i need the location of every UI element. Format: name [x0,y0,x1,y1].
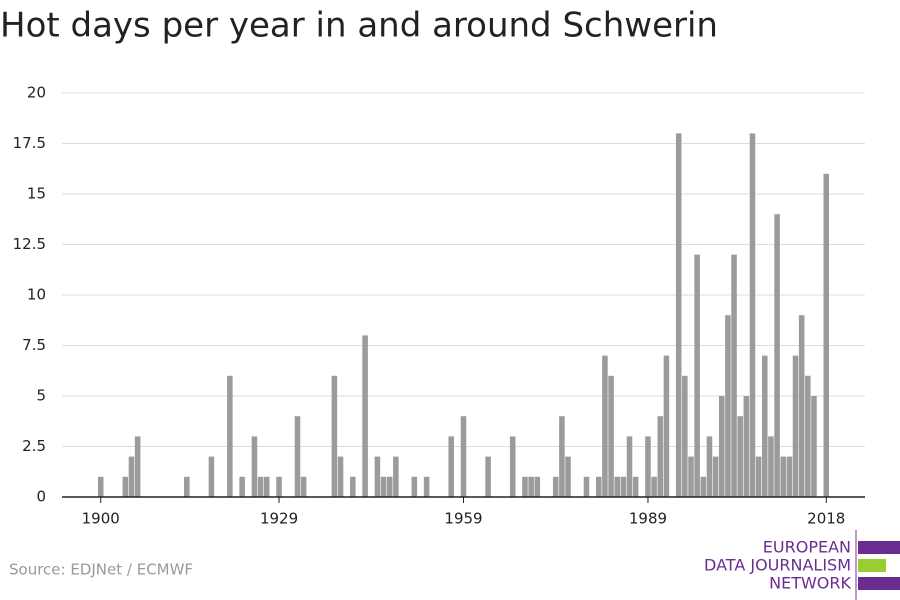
bar [552,476,559,497]
bar [774,214,780,497]
bar [485,456,491,497]
bar [122,476,129,497]
bar [762,355,768,497]
bar [694,254,700,497]
bar [184,476,190,497]
bar [780,456,786,497]
bar [626,436,633,497]
y-tick-label: 5 [36,387,46,405]
bar [460,416,467,497]
bar [134,436,141,497]
bar [411,476,418,497]
bar [386,476,393,497]
bar [645,436,651,497]
bar [294,416,301,497]
bar [823,173,830,498]
bar [263,476,270,497]
chart-title: Hot days per year in and around Schwerin [0,6,718,46]
y-tick-label: 0 [36,488,46,506]
bar [583,476,590,497]
bar [97,476,104,497]
y-tick-label: 12.5 [13,235,46,253]
logo-bar [858,541,900,554]
bar [239,476,245,497]
bar [596,476,602,497]
bar [528,476,534,497]
bar [276,476,282,497]
bar [743,396,750,497]
bar [620,476,627,497]
y-tick-label: 2.5 [22,437,46,455]
bar [208,456,215,497]
logo-text: NETWORK [769,574,851,593]
bar [768,436,774,497]
bar [805,375,811,497]
bar [688,456,694,497]
logo-bar [858,577,900,590]
bar [657,416,664,497]
bar [675,133,682,497]
bar [257,476,264,497]
bar [227,375,233,497]
x-tick-label: 1959 [444,510,482,528]
x-tick-label: 1929 [260,510,298,528]
bar [448,436,454,497]
bar [798,315,805,497]
logo-text: DATA JOURNALISM [704,556,851,575]
bar [718,396,725,497]
bar [534,476,541,497]
x-tick-label: 1900 [82,510,120,528]
logo: EUROPEAN DATA JOURNALISM NETWORK [704,530,900,600]
bar [700,476,707,497]
bar [522,476,528,497]
bar [362,335,368,497]
y-tick-label: 20 [27,84,46,102]
y-tick-label: 10 [27,286,46,304]
bar [712,456,719,497]
bar [565,456,571,497]
y-tick-label: 15 [27,185,46,203]
y-tick-label: 7.5 [22,336,46,354]
bar [602,355,608,497]
x-tick-label: 2018 [807,510,845,528]
logo-bar [858,559,886,572]
bar [608,375,614,497]
source: Source: EDJNet / ECMWF [9,561,193,579]
bar [423,476,430,497]
y-tick-label: 17.5 [13,134,46,152]
bar [374,456,381,497]
bar [792,355,799,497]
bar [786,456,793,497]
bar [337,456,344,497]
bar [632,476,639,497]
bar [811,396,817,497]
bar [749,133,756,497]
bar [725,315,731,497]
bar [251,436,258,497]
x-tick-label: 1989 [629,510,667,528]
bar [559,416,565,497]
bar [300,476,307,497]
bar [509,436,516,497]
bar [128,456,135,497]
bar [731,254,737,497]
bar [331,375,338,497]
bar [706,436,713,497]
bar [614,476,620,497]
bar [651,476,657,497]
bar [380,476,387,497]
logo-text: EUROPEAN [763,538,851,557]
bar [755,456,762,497]
bar [663,355,670,497]
bar [393,456,399,497]
bar [737,416,743,497]
bar [350,476,356,497]
bar [682,375,688,497]
